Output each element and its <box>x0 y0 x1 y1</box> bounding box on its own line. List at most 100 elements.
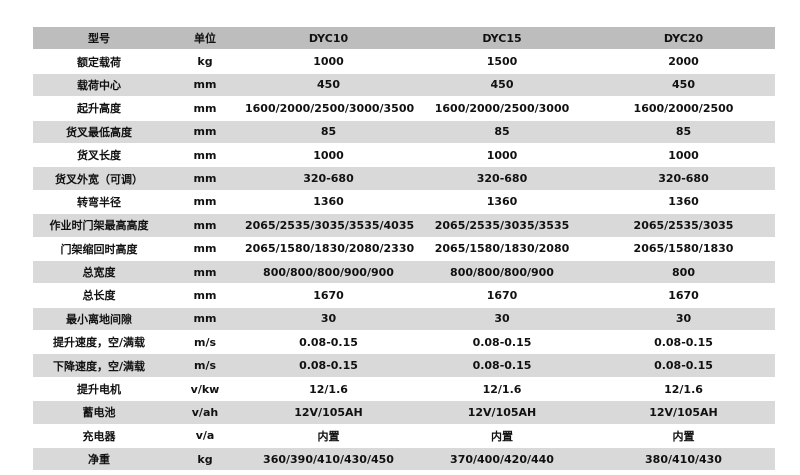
dyc15-value: 0.08-0.15 <box>412 353 592 378</box>
param-name: 总长度 <box>33 283 165 308</box>
table-row: 货叉长度 mm 1000 1000 1000 <box>33 143 775 168</box>
dyc15-value: 1000 <box>412 143 592 168</box>
dyc10-value: 0.08-0.15 <box>245 330 412 355</box>
dyc10-value: 360/390/410/430/450 <box>245 447 412 472</box>
dyc10-value: 内置 <box>245 424 412 449</box>
dyc20-value: 2065/1580/1830 <box>592 237 775 261</box>
param-name: 作业时门架最高高度 <box>33 213 165 238</box>
table-row: 作业时门架最高高度 mm 2065/2535/3035/3535/4035 2065/… <box>33 213 775 238</box>
table-row: 货叉外宽（可调） mm 320-680 320-680 320-680 <box>33 166 775 191</box>
param-name: 提升电机 <box>33 377 165 402</box>
dyc10-value: 2065/1580/1830/2080/2330 <box>245 237 414 261</box>
unit: m/s <box>165 353 245 378</box>
table-row: 总长度 mm 1670 1670 1670 <box>33 283 775 308</box>
dyc10-value: 0.08-0.15 <box>245 353 412 378</box>
dyc20-value: 0.08-0.15 <box>592 353 775 378</box>
unit: v/ah <box>165 400 245 425</box>
header-dyc15: DYC15 <box>412 27 592 51</box>
header-unit: 单位 <box>165 27 245 51</box>
dyc20-value: 320-680 <box>592 166 775 191</box>
param-name: 充电器 <box>33 424 165 449</box>
unit: v/kw <box>165 377 245 402</box>
param-name: 门架缩回时高度 <box>33 237 165 261</box>
dyc20-value: 1000 <box>592 143 775 168</box>
unit: mm <box>165 283 245 308</box>
dyc20-value: 85 <box>592 120 775 144</box>
dyc20-value: 30 <box>592 307 775 332</box>
dyc20-value: 1670 <box>592 283 775 308</box>
dyc10-value: 800/800/800/900/900 <box>245 260 412 285</box>
dyc15-value: 320-680 <box>412 166 592 191</box>
unit: m/s <box>165 330 245 355</box>
param-name: 下降速度，空/满载 <box>33 353 165 378</box>
dyc10-value: 12/1.6 <box>245 377 412 402</box>
dyc15-value: 12/1.6 <box>412 377 592 402</box>
table-row: 蓄电池 v/ah 12V/105AH 12V/105AH 12V/105AH <box>33 400 775 425</box>
header-model: 型号 <box>33 27 165 51</box>
header-dyc10: DYC10 <box>245 27 412 51</box>
dyc10-value: 85 <box>245 120 412 144</box>
dyc15-value: 2065/2535/3035/3535 <box>412 213 592 238</box>
param-name: 额定载荷 <box>33 49 165 74</box>
dyc20-value: 800 <box>592 260 775 285</box>
param-name: 总宽度 <box>33 260 165 285</box>
param-name: 载荷中心 <box>33 73 165 98</box>
unit: mm <box>165 143 245 168</box>
dyc20-value: 0.08-0.15 <box>592 330 775 355</box>
dyc15-value: 370/400/420/440 <box>412 447 592 472</box>
dyc10-value: 30 <box>245 307 412 332</box>
param-name: 货叉最低高度 <box>33 120 165 144</box>
table-row: 额定载荷 kg 1000 1500 2000 <box>33 49 775 74</box>
dyc20-value: 1600/2000/2500 <box>592 96 775 121</box>
dyc10-value: 12V/105AH <box>245 400 412 425</box>
unit: mm <box>165 120 245 144</box>
spec-table: 型号 单位 DYC10 DYC15 DYC20 额定载荷 kg 1000 1500 20… <box>33 27 775 472</box>
dyc15-value: 450 <box>412 73 592 98</box>
dyc20-value: 450 <box>592 73 775 98</box>
table-row: 起升高度 mm 1600/2000/2500/3000/3500 1600/2000/… <box>33 96 775 121</box>
unit: mm <box>165 260 245 285</box>
dyc15-value: 2065/1580/1830/2080 <box>412 237 592 261</box>
param-name: 转弯半径 <box>33 190 165 215</box>
table-row: 总宽度 mm 800/800/800/900/900 800/800/800/900 8… <box>33 260 775 285</box>
dyc15-value: 1360 <box>412 190 592 215</box>
header-dyc20: DYC20 <box>592 27 775 51</box>
table-row: 门架缩回时高度 mm 2065/1580/1830/2080/2330 2065/15… <box>33 237 775 261</box>
table-row: 转弯半径 mm 1360 1360 1360 <box>33 190 775 215</box>
dyc15-value: 1500 <box>412 49 592 74</box>
unit: mm <box>165 166 245 191</box>
param-name: 起升高度 <box>33 96 165 121</box>
dyc15-value: 内置 <box>412 424 592 449</box>
dyc10-value: 2065/2535/3035/3535/4035 <box>245 213 414 238</box>
dyc20-value: 1360 <box>592 190 775 215</box>
param-name: 最小离地间隙 <box>33 307 165 332</box>
header-row: 型号 单位 DYC10 DYC15 DYC20 <box>33 27 775 51</box>
dyc10-value: 1670 <box>245 283 412 308</box>
dyc15-value: 30 <box>412 307 592 332</box>
table-row: 净重 kg 360/390/410/430/450 370/400/420/440 38… <box>33 447 775 472</box>
table-row: 货叉最低高度 mm 85 85 85 <box>33 120 775 144</box>
table-row: 下降速度，空/满载 m/s 0.08-0.15 0.08-0.15 0.08-0.15 <box>33 353 775 378</box>
dyc10-value: 1360 <box>245 190 412 215</box>
unit: kg <box>165 49 245 74</box>
param-name: 货叉外宽（可调） <box>33 166 165 191</box>
unit: mm <box>165 73 245 98</box>
dyc15-value: 12V/105AH <box>412 400 592 425</box>
dyc20-value: 12/1.6 <box>592 377 775 402</box>
param-name: 提升速度，空/满载 <box>33 330 165 355</box>
dyc15-value: 1600/2000/2500/3000 <box>412 96 592 121</box>
dyc20-value: 380/410/430 <box>592 447 775 472</box>
dyc10-value: 450 <box>245 73 412 98</box>
table-row: 提升电机 v/kw 12/1.6 12/1.6 12/1.6 <box>33 377 775 402</box>
dyc10-value: 320-680 <box>245 166 412 191</box>
table-row: 最小离地间隙 mm 30 30 30 <box>33 307 775 332</box>
unit: kg <box>165 447 245 472</box>
unit: mm <box>165 96 245 121</box>
dyc20-value: 12V/105AH <box>592 400 775 425</box>
dyc15-value: 85 <box>412 120 592 144</box>
dyc10-value: 1600/2000/2500/3000/3500 <box>245 96 414 121</box>
table-row: 提升速度，空/满载 m/s 0.08-0.15 0.08-0.15 0.08-0.15 <box>33 330 775 355</box>
unit: v/a <box>165 424 245 449</box>
unit: mm <box>165 213 245 238</box>
dyc15-value: 1670 <box>412 283 592 308</box>
